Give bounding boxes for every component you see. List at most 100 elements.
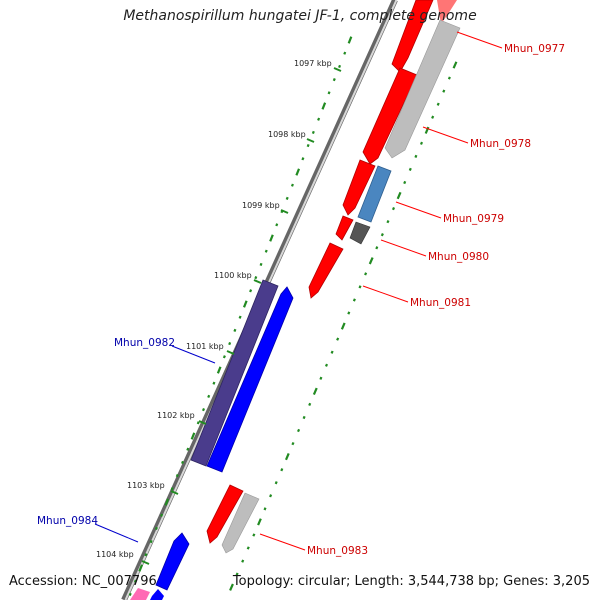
reverse-genes [130,279,294,600]
tick-mark [212,381,216,385]
kbp-label: 1102 kbp [157,411,195,420]
gene-callouts: Mhun_0977 Mhun_0978 Mhun_0979 Mhun_0980 … [37,31,565,557]
accession-text: Accession: NC_007796 [9,574,157,589]
kbp-ticks: 1097 kbp 1098 kbp 1099 kbp 1100 kbp 1101… [96,59,342,565]
tick-mark [291,441,295,446]
tick-mark [263,507,267,511]
tick-mark [340,322,346,330]
grey-gene-a [384,19,461,159]
tick-mark [254,275,258,280]
gene-mhun-0978[interactable] [362,67,418,165]
tick-mark [391,206,396,211]
tick-mark [242,300,248,308]
tick-mark [264,249,268,253]
label-mhun-0980[interactable]: Mhun_0980 [428,251,489,263]
tick-mark [352,298,356,302]
tick-mark [297,428,301,433]
tick-mark [207,394,211,399]
tick-mark [175,473,179,478]
tick-mark [312,387,318,396]
tick-mark [233,328,237,333]
tick-mark [431,115,435,119]
label-mhun-0978[interactable]: Mhun_0978 [470,138,531,150]
gene-steel[interactable] [357,165,392,223]
kbp-label: 1099 kbp [242,201,280,210]
tick-mark [284,452,290,461]
tick-mark [235,572,239,576]
tick-mark [414,154,418,159]
label-mhun-0982[interactable]: Mhun_0982 [114,337,175,349]
tick-mark [347,36,353,44]
tick-mark [452,61,458,69]
tick-mark [311,130,315,134]
tick-mark [241,559,245,563]
tick-mark [138,564,144,572]
tick-mark [302,415,306,420]
tick-mark [229,583,234,591]
tick-mark [274,481,278,485]
tick-mark [280,468,284,472]
forward-tick-track [128,36,353,597]
tick-mark [364,272,368,276]
tick-mark [154,526,158,531]
label-mhun-0979[interactable]: Mhun_0979 [443,213,504,225]
tick-mark [338,64,342,68]
label-mhun-0977[interactable]: Mhun_0977 [504,43,565,55]
tick-mark [321,102,327,110]
tick-mark [442,89,446,93]
label-mhun-0984[interactable]: Mhun_0984 [37,515,98,527]
tick-mark [181,460,185,464]
gene-dark-grey[interactable] [349,221,371,245]
tick-mark [343,51,347,55]
forward-genes [206,0,434,544]
kbp-label: 1104 kbp [96,550,134,559]
tick-mark [306,144,310,148]
tick-mark [419,141,424,145]
tick-mark [290,183,294,187]
tick-mark [295,168,301,176]
tick-mark [170,487,174,491]
label-mhun-0983[interactable]: Mhun_0983 [307,545,368,557]
outer-gene-track [221,0,461,554]
grey-gene-top [437,0,457,24]
gene-mhun-0983[interactable] [206,484,244,544]
tick-mark [358,285,362,289]
label-mhun-0981[interactable]: Mhun_0981 [410,297,471,309]
tick-mark [380,233,384,237]
kbp-label: 1100 kbp [214,271,252,280]
tick-mark [330,350,334,354]
tick-mark [332,77,336,82]
tick-mark [347,311,351,315]
tick-mark [327,91,331,95]
tick-mark [186,447,190,451]
map-title: Methanospirillum hungatei JF-1, complete… [123,8,477,24]
gene-mhun-0979[interactable] [342,159,376,216]
gene-mhun-0982[interactable] [190,279,279,467]
tick-mark [368,257,374,265]
genome-summary-text: Topology: circular; Length: 3,544,738 bp… [232,574,590,589]
gene-blue[interactable] [206,286,294,473]
gene-mhun-0980[interactable] [335,215,354,241]
tick-mark [408,167,412,172]
gene-mhun-0984[interactable] [155,532,190,591]
tick-mark [447,76,451,80]
tick-mark [269,494,273,498]
tick-mark [238,315,242,319]
tick-mark [249,289,253,293]
tick-mark [275,223,279,227]
tick-mark [246,546,250,550]
tick-mark [424,126,430,134]
tick-mark [301,157,305,161]
tick-mark [164,498,170,506]
gene-mhun-0977[interactable] [391,0,434,73]
tick-mark [403,180,407,185]
tick-mark [259,262,263,266]
tick-mark [128,592,132,597]
gene-blue-bottom [150,589,164,600]
tick-mark [319,376,323,380]
tick-mark [317,117,321,121]
kbp-label: 1098 kbp [268,130,306,139]
gene-mhun-0981[interactable] [308,242,344,299]
tick-mark [324,363,329,367]
